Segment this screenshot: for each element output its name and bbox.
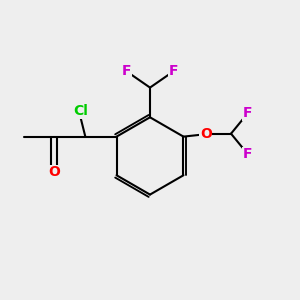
Text: F: F xyxy=(169,64,178,78)
Text: O: O xyxy=(200,127,212,141)
Text: Cl: Cl xyxy=(74,104,88,118)
Text: F: F xyxy=(243,106,252,120)
Text: F: F xyxy=(122,64,131,78)
Text: O: O xyxy=(48,165,60,179)
Text: F: F xyxy=(243,148,252,161)
